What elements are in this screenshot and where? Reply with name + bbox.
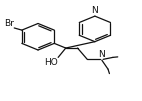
Text: HO: HO bbox=[44, 58, 58, 67]
Text: N: N bbox=[91, 6, 98, 15]
Text: Br: Br bbox=[4, 19, 14, 28]
Text: N: N bbox=[98, 50, 105, 59]
